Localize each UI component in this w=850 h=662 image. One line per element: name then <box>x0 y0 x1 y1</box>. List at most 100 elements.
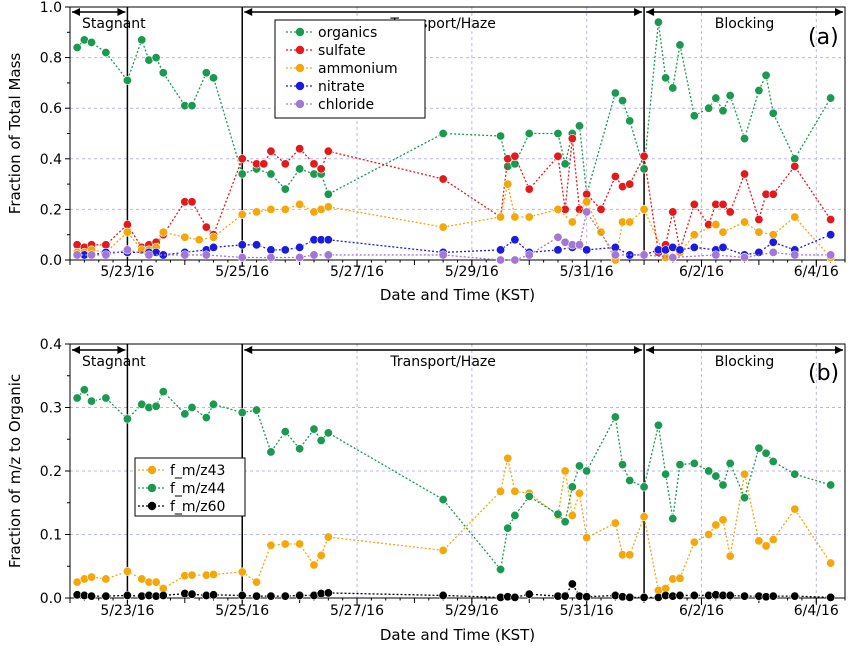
data-point <box>259 159 269 169</box>
data-point <box>101 591 111 601</box>
y-tick-label: 1.0 <box>40 0 62 16</box>
legend-label: organics <box>318 25 377 41</box>
x-tick-label: 5/23/16 <box>100 603 154 619</box>
data-point <box>266 447 276 457</box>
data-point <box>718 106 728 116</box>
data-point <box>668 207 678 217</box>
data-point <box>653 17 663 27</box>
data-point <box>87 572 97 582</box>
data-point <box>87 37 97 47</box>
x-tick-label: 6/4/16 <box>794 264 839 280</box>
data-point <box>295 444 305 454</box>
period-label: Transport/Haze <box>389 354 495 370</box>
period-arrow-head-right <box>117 8 126 16</box>
data-point <box>510 592 520 602</box>
data-point <box>438 590 448 600</box>
data-point <box>524 491 534 501</box>
data-point <box>754 536 764 546</box>
data-point <box>510 255 520 265</box>
plot-frame <box>69 6 846 261</box>
period-label: Blocking <box>715 16 775 32</box>
y-tick-label: 0.8 <box>40 51 62 67</box>
data-point <box>725 551 735 561</box>
data-point <box>158 68 168 78</box>
data-point <box>610 250 620 260</box>
data-point <box>266 591 276 601</box>
data-point <box>675 590 685 600</box>
data-point <box>309 159 319 169</box>
data-point <box>826 93 836 103</box>
data-point <box>610 412 620 422</box>
legend-label: nitrate <box>318 79 365 95</box>
data-point <box>295 539 305 549</box>
series-line-chloride <box>77 210 831 261</box>
chart-panel-b: 0.0 0.1 0.2 0.3 0.4 5/23/16 5/25/16 5/27/16 5/29… <box>6 337 846 644</box>
data-point <box>524 250 534 260</box>
data-point <box>237 408 247 418</box>
y-tick-label: 0.4 <box>40 152 62 168</box>
data-point <box>768 456 778 466</box>
data-point <box>768 535 778 545</box>
data-point <box>625 592 635 602</box>
data-point <box>740 591 750 601</box>
y-tick-label: 0.0 <box>40 591 62 607</box>
data-point <box>582 245 592 255</box>
data-point <box>87 250 97 260</box>
data-point <box>323 235 333 245</box>
data-point <box>582 466 592 476</box>
data-point <box>668 83 678 93</box>
data-point <box>266 169 276 179</box>
data-point <box>180 232 190 242</box>
data-point <box>496 131 506 141</box>
y-tick-label: 0.2 <box>40 202 62 218</box>
data-point <box>711 520 721 530</box>
data-point <box>675 40 685 50</box>
period-arrow-head-right <box>634 346 643 354</box>
y-axis-title: Fraction of Total Mass <box>6 53 24 215</box>
data-point <box>768 108 778 118</box>
x-axis-title: Date and Time (KST) <box>380 286 535 304</box>
data-point <box>560 159 570 169</box>
data-point <box>101 574 111 584</box>
data-point <box>790 212 800 222</box>
data-point <box>101 240 111 250</box>
data-point <box>610 242 620 252</box>
data-point <box>704 529 714 539</box>
data-point <box>524 184 534 194</box>
data-point <box>438 250 448 260</box>
x-tick-label: 5/29/16 <box>445 603 499 619</box>
data-point <box>639 482 649 492</box>
data-point <box>316 550 326 560</box>
data-point <box>323 532 333 542</box>
data-point <box>553 204 563 214</box>
data-point <box>237 240 247 250</box>
data-point <box>158 227 168 237</box>
data-point <box>280 245 290 255</box>
data-point <box>280 591 290 601</box>
series-line-sulfate <box>76 138 832 254</box>
data-point <box>266 146 276 156</box>
data-point <box>704 466 714 476</box>
data-point <box>438 545 448 555</box>
data-point <box>438 174 448 184</box>
data-point <box>266 540 276 550</box>
x-tick-label: 6/4/16 <box>794 603 839 619</box>
legend-marker <box>147 465 157 475</box>
data-point <box>87 396 97 406</box>
data-point <box>122 75 132 85</box>
data-point <box>151 401 161 411</box>
data-point <box>610 518 620 528</box>
data-point <box>266 252 276 262</box>
data-point <box>252 207 262 217</box>
data-point <box>711 471 721 481</box>
data-point <box>826 230 836 240</box>
data-point <box>309 560 319 570</box>
legend-marker <box>295 81 305 91</box>
legend-marker <box>295 45 305 55</box>
data-point <box>295 199 305 209</box>
data-point <box>711 93 721 103</box>
data-point <box>280 159 290 169</box>
period-arrow-head-left <box>646 8 655 16</box>
data-point <box>266 245 276 255</box>
